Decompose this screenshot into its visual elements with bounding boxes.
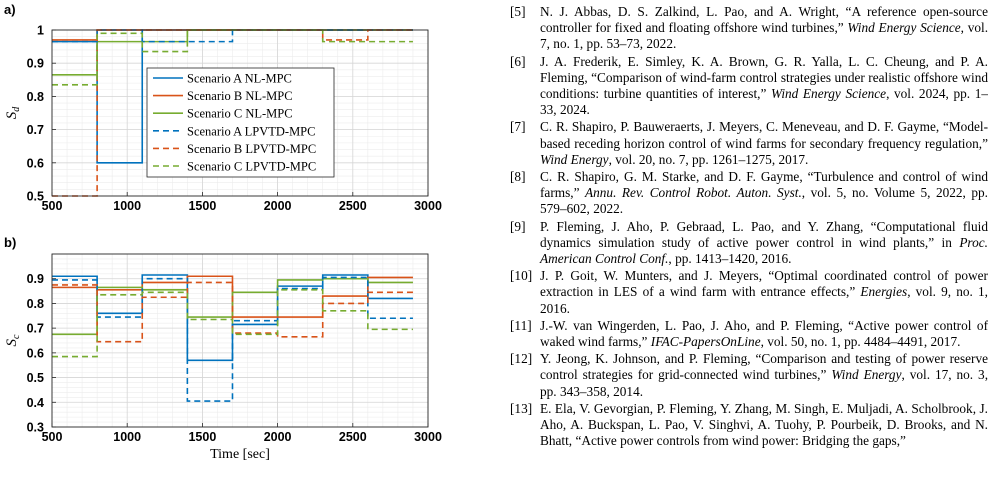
y-tick-label: 0.9: [27, 57, 44, 71]
y-tick-label: 0.7: [27, 123, 44, 137]
references-column: [5] N. J. Abbas, D. S. Zalkind, L. Pao, a…: [510, 4, 988, 478]
reference-number: [11]: [510, 317, 532, 333]
legend-entry: Scenario B LPVTD-MPC: [187, 142, 316, 156]
series-line-5: [52, 281, 413, 343]
x-tick-label: 2000: [264, 430, 292, 444]
legend-entry: Scenario C LPVTD-MPC: [187, 160, 316, 174]
reference-number: [5]: [510, 4, 526, 19]
y-tick-label: 0.6: [27, 346, 44, 360]
reference-authors: J. A. Frederik, E. Simley, K. A. Brown, …: [540, 53, 988, 102]
reference-number: [13]: [510, 400, 533, 416]
reference-venue: Wind Energy: [540, 151, 609, 167]
legend-entry: Scenario B NL-MPC: [187, 89, 293, 103]
reference-authors: Y. Jeong, K. Johnson, and P. Fleming, “C…: [540, 351, 988, 383]
reference-number: [12]: [510, 351, 533, 367]
reference-number: [7]: [510, 119, 526, 135]
y-tick-label: 0.8: [27, 297, 44, 311]
reference-venue: Annu. Rev. Control Robot. Auton. Syst.: [585, 185, 802, 201]
reference-item: [8] C. R. Shapiro, G. M. Starke, and D. F…: [510, 169, 988, 218]
x-axis-label: Time [sec]: [210, 447, 270, 462]
y-axis-label-subscript: c: [11, 334, 22, 339]
y-tick-label: 1: [37, 24, 44, 38]
reference-number: [6]: [510, 53, 526, 69]
y-axis-label: Sd: [4, 106, 22, 120]
reference-item: [13] E. Ela, V. Gevorgian, P. Fleming, Y.…: [510, 401, 988, 450]
reference-details: , vol. 50, no. 1, pp. 4484–4491, 2017.: [760, 334, 961, 350]
reference-authors: C. R. Shapiro, P. Bauweraerts, J. Meyers…: [540, 119, 988, 151]
x-tick-label: 2500: [339, 199, 367, 213]
y-tick-label: 0.7: [27, 322, 44, 336]
y-tick-label: 0.5: [27, 371, 44, 385]
x-tick-label: 1500: [188, 430, 216, 444]
reference-details: , vol. 7, no. 1, pp. 53–73, 2022.: [540, 20, 988, 52]
reference-item: [10] J. P. Goit, W. Munters, and J. Meyer…: [510, 268, 988, 317]
x-tick-label: 500: [42, 199, 63, 213]
legend-entry: Scenario A NL-MPC: [187, 72, 292, 86]
reference-item: [6] J. A. Frederik, E. Simley, K. A. Brow…: [510, 54, 988, 119]
legend-entry: Scenario C NL-MPC: [187, 107, 293, 121]
reference-authors: E. Ela, V. Gevorgian, P. Fleming, Y. Zha…: [540, 400, 988, 449]
legend-entry: Scenario A LPVTD-MPC: [187, 124, 315, 138]
series-line-5: [52, 29, 413, 197]
series-line-3: [52, 277, 413, 336]
reference-number: [10]: [510, 268, 533, 284]
x-tick-label: 2500: [339, 430, 367, 444]
y-tick-label: 0.8: [27, 90, 44, 104]
y-tick-label: 0.4: [27, 396, 44, 410]
axes-box: [51, 253, 429, 428]
plot-area: [52, 254, 428, 427]
x-tick-label: 1000: [113, 430, 141, 444]
reference-venue: Energies: [860, 284, 908, 300]
reference-details: , vol. 5, no. Volume 5, 2022, pp. 579–60…: [540, 185, 988, 217]
x-tick-label: 2000: [264, 199, 292, 213]
reference-details: , vol. 2024, pp. 1–33, 2024.: [540, 86, 988, 118]
reference-item: [9] P. Fleming, J. Aho, P. Gebraad, L. Pa…: [510, 219, 988, 268]
y-axis-label: Sc: [4, 334, 22, 347]
reference-authors: J. P. Goit, W. Munters, and J. Meyers, “…: [540, 268, 988, 300]
reference-authors: C. R. Shapiro, G. M. Starke, and D. F. G…: [540, 169, 988, 201]
x-tick-label: 3000: [414, 199, 442, 213]
reference-item: [12] Y. Jeong, K. Johnson, and P. Fleming…: [510, 351, 988, 400]
reference-authors: J.-W. van Wingerden, L. Pao, J. Aho, and…: [540, 317, 988, 350]
y-tick-label: 0.6: [27, 156, 44, 170]
reference-venue: Wind Energy: [831, 367, 902, 383]
figure: 500 1000 1500 2000 2500 3000 0.5 0.6 0.7 0.8 0.9 1 a…: [0, 0, 450, 478]
y-tick-label: 0.5: [27, 190, 44, 204]
panel-label: a): [4, 2, 16, 17]
y-axis-label-subscript: d: [11, 106, 22, 112]
series-line-6: [52, 29, 413, 86]
reference-venue: Proc. American Control Conf.: [540, 234, 988, 267]
panel-label: b): [4, 235, 16, 250]
reference-venue: Wind Energy Science: [847, 20, 961, 36]
series-line-2: [52, 275, 413, 318]
reference-item: [11] J.-W. van Wingerden, L. Pao, J. Aho,…: [510, 318, 988, 350]
y-tick-label: 0.9: [27, 272, 44, 286]
reference-venue: Wind Energy Science: [770, 86, 887, 102]
series-line-6: [52, 289, 413, 358]
reference-number: [8]: [510, 169, 526, 185]
reference-item: [5] N. J. Abbas, D. S. Zalkind, L. Pao, a…: [510, 4, 988, 53]
legend-box: [146, 67, 335, 178]
series-line-4: [52, 276, 413, 402]
reference-authors: N. J. Abbas, D. S. Zalkind, L. Pao, and …: [540, 4, 988, 36]
x-tick-label: 3000: [414, 430, 442, 444]
x-tick-label: 1500: [188, 199, 216, 213]
reference-venue: IFAC-PapersOnLine: [650, 334, 761, 350]
axes-box: [51, 29, 429, 197]
reference-item: [7] C. R. Shapiro, P. Bauweraerts, J. Mey…: [510, 119, 988, 168]
figure-svg: 500 1000 1500 2000 2500 3000 0.5 0.6 0.7 0.8 0.9 1 a…: [4, 2, 442, 462]
x-tick-label: 500: [42, 430, 63, 444]
reference-details: , vol. 17, no. 3, pp. 343–358, 2014.: [540, 367, 988, 399]
y-axis-label-main: S: [4, 338, 20, 346]
x-tick-label: 1000: [113, 199, 141, 213]
reference-details: , pp. 1413–1420, 2016.: [668, 251, 792, 267]
reference-details: , vol. 9, no. 1, 2016.: [540, 284, 988, 316]
series-line-1: [52, 274, 413, 362]
reference-details: , vol. 20, no. 7, pp. 1261–1275, 2017.: [608, 151, 809, 167]
reference-number: [9]: [510, 218, 526, 234]
reference-authors: P. Fleming, J. Aho, P. Gebraad, L. Pao, …: [540, 218, 988, 250]
y-tick-label: 0.3: [27, 421, 44, 435]
y-axis-label-main: S: [4, 111, 20, 119]
